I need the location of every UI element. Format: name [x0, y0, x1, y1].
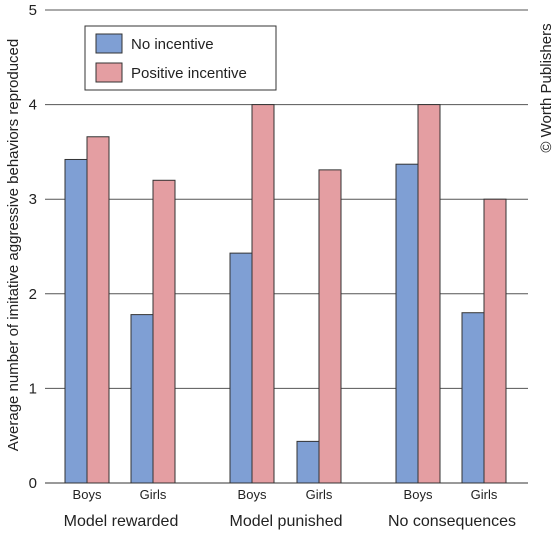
credit-text: © Worth Publishers — [538, 23, 555, 152]
x-category-label: Boys — [404, 487, 433, 502]
legend-swatch-no-incentive — [95, 33, 123, 54]
bar-model-rewarded-boys-positive-incentive — [86, 136, 110, 484]
x-category-label: Boys — [73, 487, 102, 502]
bar-no-consequences-boys-no-incentive — [395, 163, 419, 484]
gridlines — [45, 9, 528, 389]
x-category-label: Girls — [140, 487, 167, 502]
legend-label-no-incentive: No incentive — [131, 36, 214, 53]
group-labels: Model rewarded Model punished No consequen… — [64, 513, 516, 530]
x-category-label: Boys — [238, 487, 267, 502]
y-tick-labels: 0 1 2 3 4 5 — [29, 2, 37, 492]
y-tick-label: 1 — [29, 380, 37, 397]
y-tick-label: 4 — [29, 97, 37, 114]
bar-model-rewarded-girls-no-incentive — [130, 314, 154, 484]
x-category-label: Girls — [306, 487, 333, 502]
bar-no-consequences-boys-positive-incentive — [417, 104, 441, 484]
y-axis-label: Average number of imitative aggressive b… — [5, 39, 22, 451]
group-label: No consequences — [388, 513, 516, 530]
y-tick-label: 5 — [29, 2, 37, 19]
y-tick-label: 3 — [29, 191, 37, 208]
y-tick-label: 0 — [29, 475, 37, 492]
legend: No incentive Positive incentive — [84, 25, 277, 91]
legend-swatch-positive-incentive — [95, 62, 123, 83]
bar-model-rewarded-boys-no-incentive — [64, 158, 88, 484]
x-category-label: Girls — [471, 487, 498, 502]
bar-model-punished-girls-no-incentive — [296, 440, 320, 484]
legend-label-positive-incentive: Positive incentive — [131, 65, 247, 82]
bar-no-consequences-girls-no-incentive — [461, 312, 485, 484]
bar-model-punished-boys-no-incentive — [229, 252, 253, 484]
bar-model-punished-boys-positive-incentive — [251, 104, 275, 484]
y-tick-label: 2 — [29, 286, 37, 303]
x-category-labels: Boys Girls Boys Girls Boys Girls — [73, 487, 498, 502]
group-label: Model punished — [230, 513, 343, 530]
bar-model-punished-girls-positive-incentive — [318, 169, 342, 484]
bar-no-consequences-girls-positive-incentive — [483, 198, 507, 484]
bar-model-rewarded-girls-positive-incentive — [152, 179, 176, 484]
group-label: Model rewarded — [64, 513, 179, 530]
